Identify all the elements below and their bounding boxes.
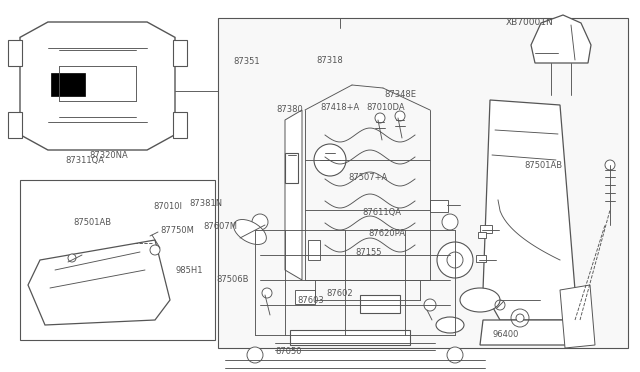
Circle shape <box>262 288 272 298</box>
Text: 87501AB: 87501AB <box>74 218 112 227</box>
Bar <box>173 112 187 138</box>
Polygon shape <box>531 15 591 63</box>
Text: 87501AB: 87501AB <box>525 161 563 170</box>
Bar <box>360 295 400 313</box>
Circle shape <box>437 242 473 278</box>
Bar <box>478 232 486 238</box>
Bar <box>295 290 315 304</box>
Polygon shape <box>20 22 175 150</box>
Text: 87620PA: 87620PA <box>368 229 405 238</box>
Text: 87507+A: 87507+A <box>349 173 388 182</box>
Text: 87318: 87318 <box>317 56 344 65</box>
Bar <box>430 200 448 212</box>
Text: 87311QA: 87311QA <box>65 156 104 165</box>
Polygon shape <box>483 100 575 320</box>
Text: 87155: 87155 <box>356 248 382 257</box>
Ellipse shape <box>436 317 464 333</box>
Circle shape <box>150 245 160 255</box>
Text: 87750M: 87750M <box>160 226 194 235</box>
Circle shape <box>68 254 76 262</box>
Text: 87611QA: 87611QA <box>362 208 401 217</box>
Circle shape <box>605 160 615 170</box>
Text: 87050: 87050 <box>275 347 301 356</box>
Polygon shape <box>480 320 580 345</box>
Text: 87607M: 87607M <box>204 222 237 231</box>
Circle shape <box>447 347 463 363</box>
Circle shape <box>252 214 268 230</box>
Bar <box>20 180 215 340</box>
Bar <box>51 73 85 96</box>
Text: 87010I: 87010I <box>154 202 182 211</box>
Text: 87380: 87380 <box>276 105 303 114</box>
Circle shape <box>424 299 436 311</box>
Text: 87418+A: 87418+A <box>320 103 359 112</box>
Text: 87351: 87351 <box>234 57 260 66</box>
Bar <box>290 330 410 345</box>
Text: 96400: 96400 <box>493 330 519 339</box>
Polygon shape <box>28 240 170 325</box>
Polygon shape <box>285 110 302 280</box>
Text: 87348E: 87348E <box>384 90 416 99</box>
Circle shape <box>395 111 405 121</box>
Text: 87602: 87602 <box>326 289 353 298</box>
Ellipse shape <box>460 288 500 312</box>
Polygon shape <box>560 285 595 348</box>
Text: 87010DA: 87010DA <box>367 103 405 112</box>
Circle shape <box>442 214 458 230</box>
Bar <box>476 255 486 262</box>
Circle shape <box>516 314 524 322</box>
Text: 985H1: 985H1 <box>176 266 204 275</box>
Bar <box>480 225 492 233</box>
Circle shape <box>314 144 346 176</box>
Bar <box>285 153 298 183</box>
Text: 87320NA: 87320NA <box>90 151 129 160</box>
Ellipse shape <box>234 219 266 244</box>
Text: 87506B: 87506B <box>216 275 249 283</box>
Circle shape <box>247 347 263 363</box>
Bar <box>173 40 187 66</box>
Text: 87381N: 87381N <box>189 199 223 208</box>
Text: XB70001N: XB70001N <box>506 18 554 27</box>
Text: 87603: 87603 <box>297 296 324 305</box>
Bar <box>308 240 320 260</box>
Bar <box>218 18 628 348</box>
Circle shape <box>375 113 385 123</box>
Bar <box>8 40 22 66</box>
Bar <box>8 112 22 138</box>
